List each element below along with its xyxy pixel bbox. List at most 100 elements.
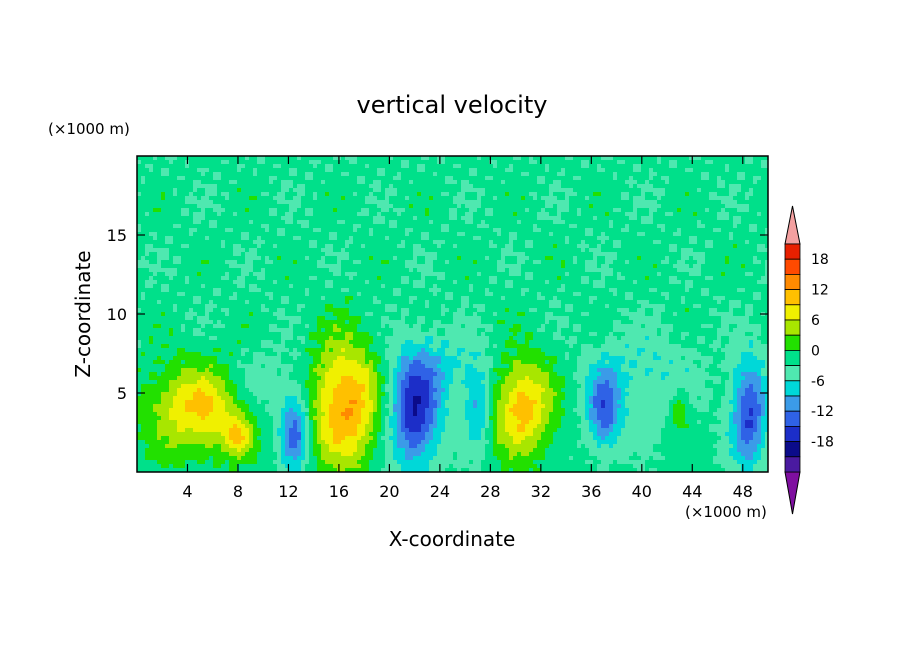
- contour-cell: [197, 240, 202, 245]
- contour-cell: [301, 196, 306, 201]
- contour-cell: [165, 204, 170, 209]
- contour-cell: [325, 272, 330, 277]
- contour-cell: [649, 196, 654, 201]
- contour-cell: [677, 188, 682, 193]
- contour-cell: [513, 272, 518, 277]
- contour-cell: [245, 208, 250, 213]
- contour-cell: [249, 248, 254, 253]
- contour-cell: [745, 264, 750, 269]
- contour-cell: [461, 228, 466, 233]
- contour-cell: [505, 196, 510, 201]
- contour-cell: [309, 244, 314, 249]
- contour-cell: [633, 176, 638, 181]
- contour-cell: [725, 160, 730, 165]
- contour-cell: [477, 248, 482, 253]
- contour-cell: [725, 224, 730, 229]
- contour-cell: [413, 176, 418, 181]
- contour-cell: [209, 160, 214, 165]
- contour-cell: [157, 244, 162, 249]
- contour-cell: [197, 272, 202, 277]
- contour-cell: [453, 280, 458, 285]
- contour-cell: [293, 264, 298, 269]
- contour-cell: [565, 252, 570, 257]
- contour-cell: [153, 176, 158, 181]
- contour-cell: [349, 216, 354, 221]
- contour-cell: [205, 196, 210, 201]
- contour-cell: [321, 176, 326, 181]
- contour-cell: [685, 260, 690, 265]
- contour-cell: [373, 216, 378, 221]
- contour-cell: [689, 212, 694, 217]
- contour-cell: [653, 168, 658, 173]
- contour-cell: [357, 192, 362, 197]
- contour-cell: [313, 176, 318, 181]
- contour-cell: [497, 192, 502, 197]
- contour-cell: [753, 200, 758, 205]
- contour-cell: [501, 156, 506, 161]
- contour-cell: [765, 160, 768, 165]
- contour-cell: [285, 204, 290, 209]
- contour-cell: [721, 212, 726, 217]
- contour-cell: [385, 268, 390, 273]
- contour-cell: [189, 156, 194, 161]
- contour-cell: [549, 188, 554, 193]
- contour-cell: [289, 220, 294, 225]
- contour-cell: [625, 172, 630, 177]
- contour-cell: [465, 264, 470, 269]
- contour-cell: [225, 188, 230, 193]
- contour-cell: [581, 172, 586, 177]
- contour-cell: [529, 216, 534, 221]
- contour-cell: [669, 268, 674, 273]
- contour-cell: [577, 244, 582, 249]
- contour-cell: [357, 236, 362, 241]
- contour-cell: [309, 272, 314, 277]
- contour-cell: [181, 280, 186, 285]
- contour-cell: [449, 192, 454, 197]
- contour-cell: [661, 176, 666, 181]
- contour-cell: [697, 256, 702, 261]
- contour-cell: [477, 208, 482, 213]
- contour-cell: [241, 244, 246, 249]
- contour-cell: [169, 168, 174, 173]
- contour-cell: [417, 260, 422, 265]
- contour-cell: [533, 184, 538, 189]
- contour-cell: [333, 168, 338, 173]
- contour-cell: [737, 252, 742, 257]
- contour-cell: [353, 260, 358, 265]
- contour-cell: [385, 188, 390, 193]
- contour-cell: [157, 220, 162, 225]
- contour-cell: [517, 236, 522, 241]
- contour-cell: [169, 268, 174, 273]
- contour-cell: [381, 220, 386, 225]
- contour-cell: [369, 224, 374, 229]
- contour-cell: [713, 176, 718, 181]
- contour-cell: [181, 196, 186, 201]
- contour-cell: [289, 176, 294, 181]
- contour-cell: [301, 260, 306, 265]
- contour-cell: [661, 164, 666, 169]
- contour-cell: [377, 236, 382, 241]
- contour-cell: [149, 212, 154, 217]
- contour-cell: [161, 272, 166, 277]
- contour-cell: [673, 252, 678, 257]
- contour-cell: [421, 256, 426, 261]
- contour-cell: [313, 232, 318, 237]
- contour-cell: [585, 264, 590, 269]
- contour-cell: [405, 180, 410, 185]
- contour-cell: [625, 268, 630, 273]
- contour-cell: [645, 220, 650, 225]
- contour-cell: [437, 236, 442, 241]
- contour-cell: [521, 268, 526, 273]
- contour-cell: [549, 204, 554, 209]
- contour-cell: [361, 172, 366, 177]
- contour-cell: [593, 272, 598, 277]
- contour-cell: [473, 256, 478, 261]
- contour-cell: [537, 240, 542, 245]
- contour-cell: [385, 168, 390, 173]
- contour-cell: [709, 212, 714, 217]
- contour-cell: [277, 216, 282, 221]
- contour-cell: [145, 168, 150, 173]
- contour-cell: [513, 216, 518, 221]
- contour-cell: [721, 276, 726, 281]
- contour-cell: [317, 264, 322, 269]
